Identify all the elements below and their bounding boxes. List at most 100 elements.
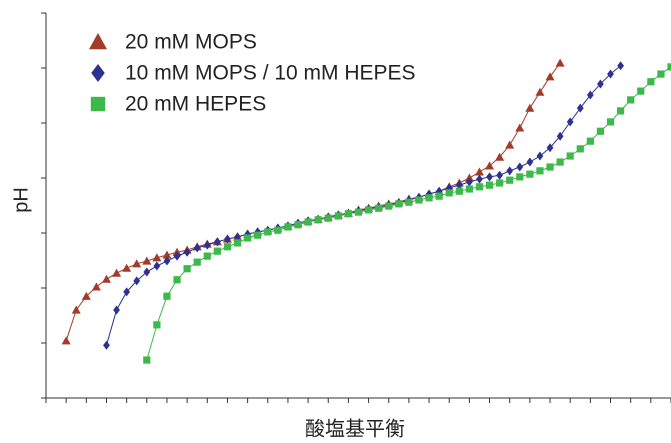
marker [475,183,484,191]
marker [163,292,171,300]
marker [465,185,473,193]
marker [586,137,594,145]
marker [284,223,292,231]
marker [274,226,282,234]
marker [647,78,655,86]
marker [485,161,495,170]
marker [506,176,514,184]
legend-marker [90,96,106,112]
marker [516,162,524,172]
marker [546,163,554,171]
marker [496,170,504,180]
marker [516,173,524,181]
marker [142,256,152,265]
legend-label: 20 mM HEPES [125,93,266,116]
marker [364,206,373,214]
marker [536,151,544,161]
marker [203,252,211,260]
marker [455,180,463,190]
marker [143,267,151,277]
marker [496,179,504,187]
marker [566,152,574,160]
marker [344,210,353,218]
marker [556,131,564,141]
legend-marker [91,64,105,82]
marker [667,63,671,71]
marker [385,202,393,210]
marker [143,356,151,364]
legend-label: 10 mM MOPS / 10 mM HEPES [125,62,416,85]
marker [133,276,141,286]
marker [435,192,443,200]
marker [506,166,514,176]
marker [213,237,221,247]
marker [576,103,584,113]
marker [555,58,565,67]
marker [193,243,201,253]
marker [535,87,545,96]
marker [183,247,191,257]
marker [153,321,161,329]
marker [112,268,122,277]
marker [153,261,161,271]
marker [324,214,332,222]
marker [607,69,614,79]
marker [81,291,91,300]
marker [597,79,604,89]
marker [617,61,624,71]
marker [113,305,120,315]
marker [576,145,584,153]
marker [304,218,312,226]
marker [596,127,605,135]
marker [163,256,171,266]
marker [294,221,302,229]
marker [525,103,535,112]
marker [123,287,131,297]
marker [132,259,142,268]
marker [223,243,232,251]
marker [173,251,181,261]
marker [173,276,181,284]
legend-label: 20 mM MOPS [125,31,257,54]
marker [375,204,383,212]
marker [606,118,615,126]
y-axis-label: pH [10,187,32,213]
marker [193,258,201,266]
marker [152,253,162,262]
marker [476,174,483,184]
series-line [106,65,621,346]
marker [485,181,494,189]
x-axis-label: 酸塩基平衡 [305,417,405,440]
marker [545,72,555,81]
marker [657,70,665,78]
marker [101,274,111,283]
marker [334,212,342,220]
marker [405,198,413,206]
marker [244,234,252,242]
marker [234,232,241,242]
marker [536,167,544,175]
marker [415,196,423,204]
marker [354,208,363,216]
marker [425,194,433,202]
marker [224,234,231,244]
marker [254,231,262,239]
marker [183,265,191,273]
marker [486,172,493,182]
marker [455,187,463,195]
marker [466,177,473,187]
marker [526,170,534,178]
marker [505,140,515,149]
marker [515,123,525,132]
marker [556,158,564,166]
marker [637,87,645,95]
marker [91,282,101,291]
marker [103,340,110,350]
marker [233,239,242,247]
marker [474,167,484,176]
marker [71,305,81,314]
marker [162,250,172,259]
marker [546,143,554,153]
marker [445,189,453,197]
